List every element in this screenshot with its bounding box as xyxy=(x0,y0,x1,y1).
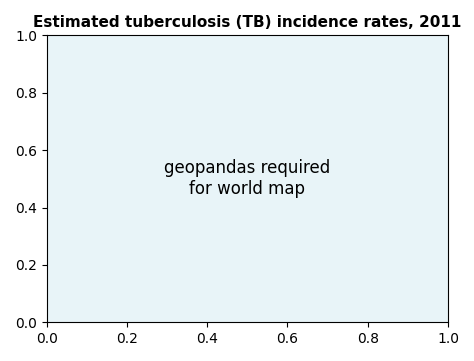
Text: geopandas required
for world map: geopandas required for world map xyxy=(164,160,330,198)
Title: Estimated tuberculosis (TB) incidence rates, 2011: Estimated tuberculosis (TB) incidence ra… xyxy=(33,15,462,30)
